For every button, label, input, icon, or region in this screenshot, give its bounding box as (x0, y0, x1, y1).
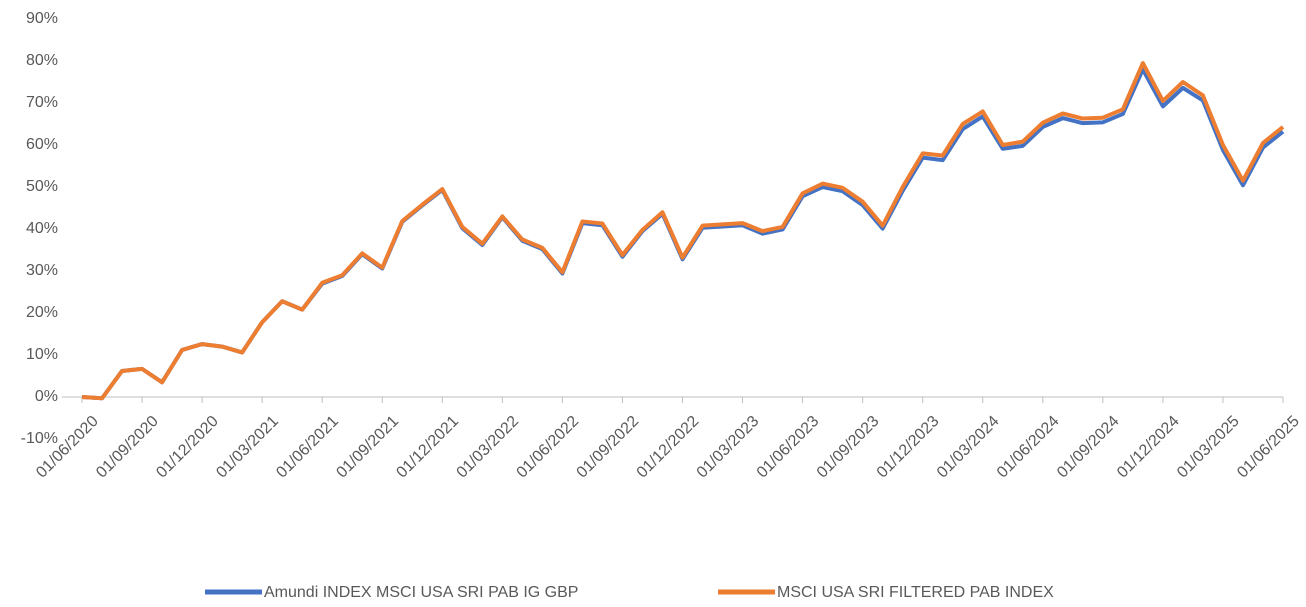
x-tick-label: 01/03/2025 (1174, 413, 1243, 482)
legend-label: MSCI USA SRI FILTERED PAB INDEX (777, 584, 1054, 601)
y-tick-label: 50% (26, 178, 58, 195)
x-tick-label: 01/03/2024 (934, 413, 1003, 482)
series-line (81, 61, 1285, 401)
x-tick-label: 01/09/2023 (814, 413, 883, 482)
x-tick-label: 01/06/2021 (273, 413, 342, 482)
x-tick-label: 01/03/2021 (213, 413, 282, 482)
x-tick-label: 01/12/2024 (1114, 413, 1183, 482)
x-tick-label: 01/12/2021 (393, 413, 462, 482)
y-tick-label: 90% (26, 10, 58, 27)
x-tick-label: 01/03/2022 (454, 413, 523, 482)
x-tick-label: 01/09/2020 (93, 413, 162, 482)
legend-label: Amundi INDEX MSCI USA SRI PAB IG GBP (264, 584, 578, 601)
x-tick-label: 01/12/2020 (153, 413, 222, 482)
x-tick-label: 01/12/2023 (874, 413, 943, 482)
y-tick-label: 10% (26, 346, 58, 363)
x-tick-label: 01/06/2025 (1234, 413, 1303, 482)
x-tick-label: 01/03/2023 (694, 413, 763, 482)
y-tick-label: 20% (26, 304, 58, 321)
y-tick-label: 70% (26, 94, 58, 111)
x-tick-label: 01/09/2024 (1054, 413, 1123, 482)
y-tick-label: 60% (26, 136, 58, 153)
x-tick-label: 01/06/2023 (754, 413, 823, 482)
x-tick-label: 01/09/2021 (333, 413, 402, 482)
y-tick-label: -10% (21, 430, 58, 447)
y-tick-label: 30% (26, 262, 58, 279)
x-tick-label: 01/12/2022 (634, 413, 703, 482)
x-tick-label: 01/06/2022 (514, 413, 583, 482)
y-tick-label: 0% (35, 388, 58, 405)
y-tick-label: 80% (26, 52, 58, 69)
x-tick-label: 01/09/2022 (574, 413, 643, 482)
y-tick-label: 40% (26, 220, 58, 237)
x-tick-label: 01/06/2024 (994, 413, 1063, 482)
